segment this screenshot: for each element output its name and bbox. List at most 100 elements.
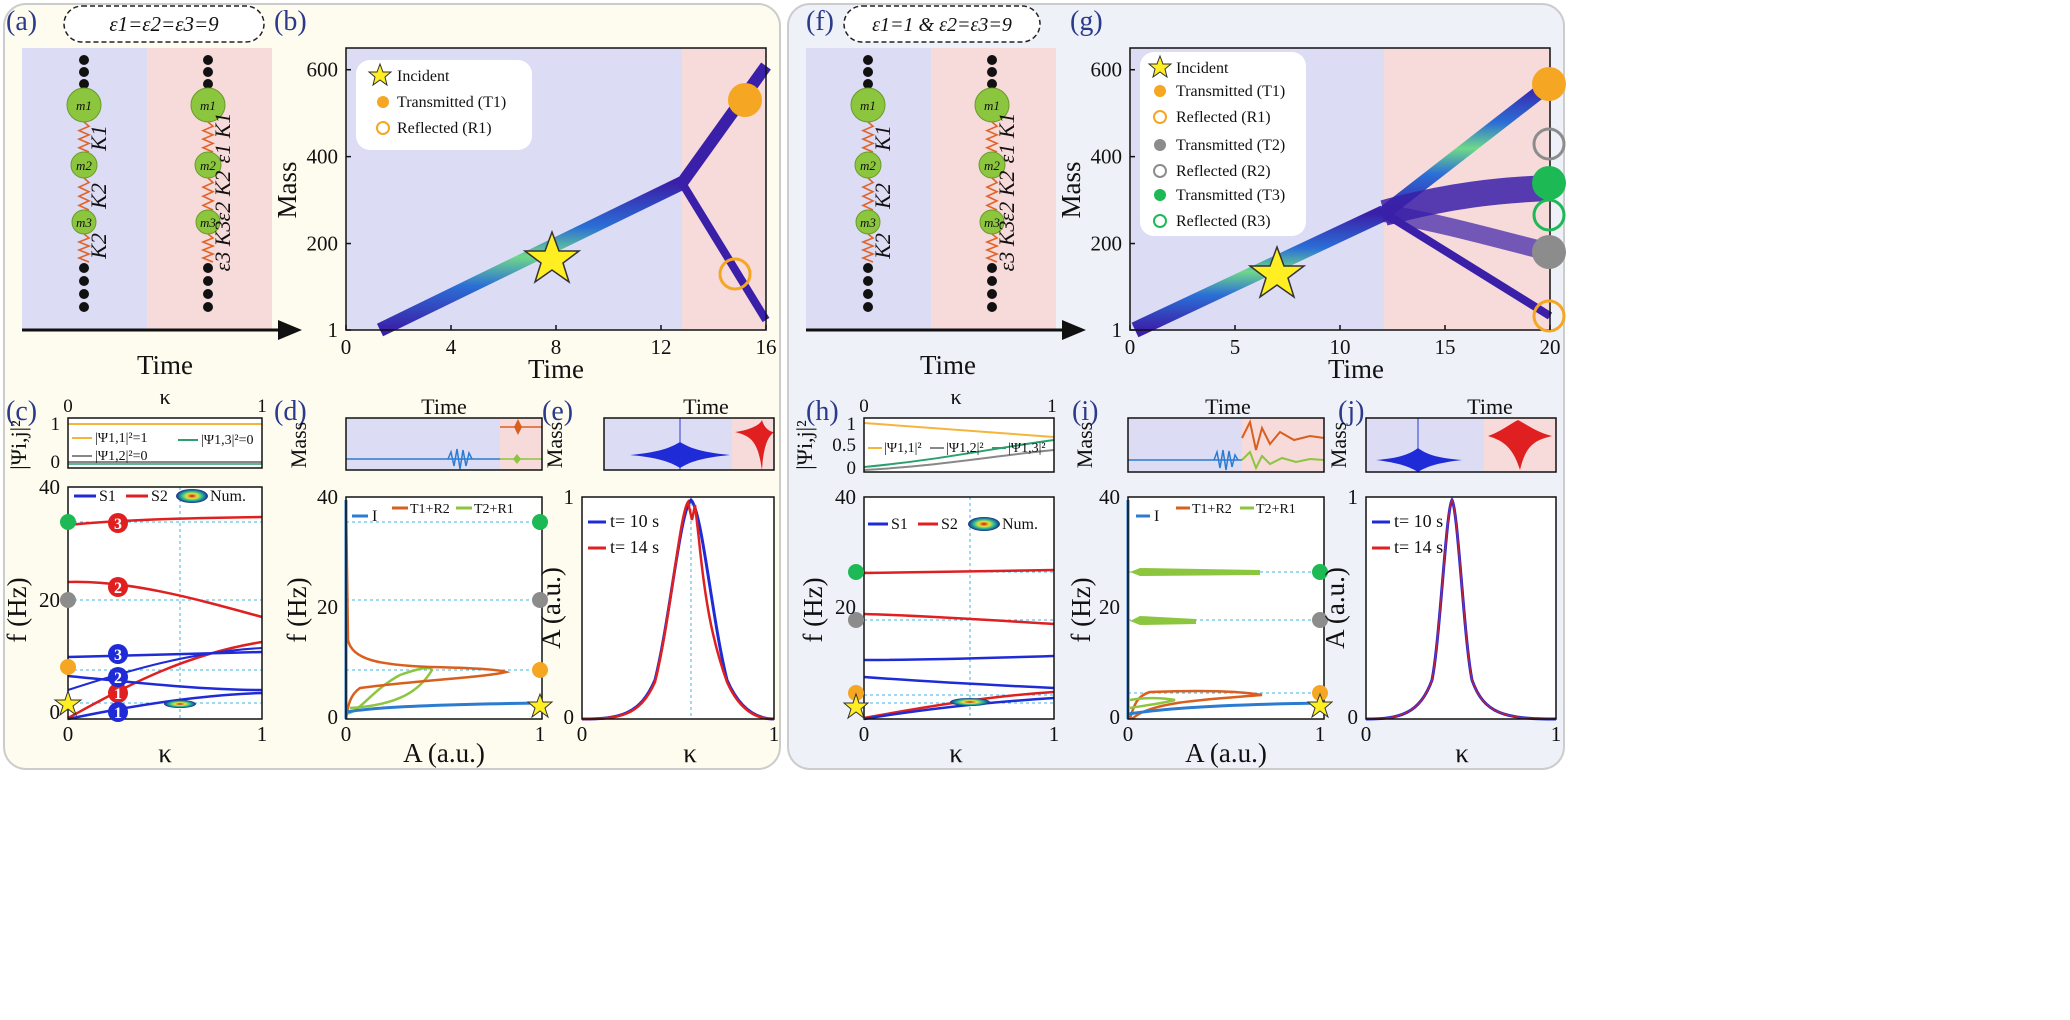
inset-ytick-05-h: 0.5 bbox=[832, 435, 856, 456]
chain-dot-top-f-1-0 bbox=[987, 55, 997, 65]
xtick-g-4: 20 bbox=[1540, 335, 1561, 359]
ylabel-h: f (Hz) bbox=[798, 577, 828, 642]
inset-pulse-e bbox=[630, 442, 730, 468]
ytick-g-1: 200 bbox=[1091, 232, 1123, 256]
ytick-20-d: 20 bbox=[317, 595, 338, 619]
incident-star-g bbox=[1247, 244, 1307, 299]
xlabel-g: Time bbox=[1328, 354, 1384, 384]
axes-i bbox=[1127, 496, 1325, 720]
peak-r2-i bbox=[1130, 616, 1196, 625]
marker-green-i bbox=[1312, 564, 1328, 580]
panel-label-j: (j) bbox=[1338, 396, 1364, 427]
top-tick-1-h: 1 bbox=[1047, 396, 1057, 417]
marker-green-d bbox=[532, 514, 548, 530]
spring-label-a-1-0: ε1 K1 bbox=[210, 113, 235, 164]
legend-t3-g: Transmitted (T3) bbox=[1176, 187, 1285, 204]
chain-dot-bottom-a-1-1 bbox=[203, 276, 213, 286]
spring-a-0-2 bbox=[77, 177, 91, 211]
axes-h bbox=[863, 496, 1055, 720]
psi13-line-h bbox=[863, 439, 1055, 468]
legend-t2r1-d: T2+R1 bbox=[474, 502, 514, 517]
inset-ylabel-h: |Ψi,j|² bbox=[792, 420, 817, 470]
xtick-1-e: 1 bbox=[769, 722, 780, 746]
branch-num-s1-1: 1 bbox=[114, 705, 122, 722]
legend-incident-g: Incident bbox=[1176, 60, 1229, 77]
xtick-1-c: 1 bbox=[257, 722, 268, 746]
spring-label-f-1-0: ε1 K1 bbox=[994, 113, 1019, 164]
chain-dot-bottom-f-1-0 bbox=[987, 263, 997, 273]
panel-label-g: (g) bbox=[1070, 6, 1103, 37]
mass-label-a-1-1: m2 bbox=[200, 158, 216, 173]
chain-dot-top-a-1-0 bbox=[203, 55, 213, 65]
xlabel-e: κ bbox=[683, 738, 697, 768]
inset-ylabel-e: Mass bbox=[542, 422, 567, 468]
ytick-20-i: 20 bbox=[1099, 595, 1120, 619]
inset-axes-e bbox=[603, 417, 775, 471]
legend-r3-g: Reflected (R3) bbox=[1176, 213, 1271, 230]
xtick-0-i: 0 bbox=[1123, 722, 1134, 746]
time-arrow-head-a bbox=[278, 320, 302, 340]
axes-d bbox=[345, 496, 543, 720]
marker-r2-g bbox=[1532, 127, 1566, 161]
chain-dot-top-a-1-2 bbox=[203, 79, 213, 89]
condition-box-f bbox=[843, 5, 1041, 43]
top-kappa-label-h: κ bbox=[950, 384, 961, 409]
xtick-0-e: 0 bbox=[577, 722, 588, 746]
chain-dot-top-a-0-1 bbox=[79, 67, 89, 77]
ytick-40-h: 40 bbox=[835, 485, 856, 509]
inset-axes-j bbox=[1365, 417, 1557, 473]
ytick-0-i: 0 bbox=[1110, 705, 1121, 729]
panel-label-b: (b) bbox=[274, 6, 307, 37]
top-tick-0-c: 0 bbox=[63, 396, 73, 417]
ylabel-g: Mass bbox=[1056, 161, 1086, 218]
spring-a-0-1 bbox=[76, 121, 92, 153]
mass-a-0-1 bbox=[70, 151, 98, 179]
mass-a-1-2 bbox=[195, 209, 221, 235]
xlabel-d: A (a.u.) bbox=[403, 738, 485, 768]
chain-dot-bottom-a-1-2 bbox=[203, 289, 213, 299]
xlabel-h: κ bbox=[949, 738, 963, 768]
ytick-b-3: 600 bbox=[307, 58, 339, 82]
inset-legend-2-h: |Ψ1,2|² bbox=[946, 441, 984, 456]
chain-dot-bottom-a-0-1 bbox=[79, 276, 89, 286]
xtick-b-4: 16 bbox=[756, 335, 777, 359]
inset-r1-i bbox=[1128, 418, 1242, 472]
marker-t3-g bbox=[1532, 166, 1566, 200]
reflected-beam-b bbox=[678, 180, 770, 323]
mass-f-1-1 bbox=[978, 151, 1006, 179]
chain-dot-top-a-0-0 bbox=[79, 55, 89, 65]
spring-label-a-0-0: K1 bbox=[86, 125, 111, 152]
legend-i-d: I bbox=[372, 508, 377, 525]
legend-t1-g: Transmitted (T1) bbox=[1176, 83, 1285, 100]
spring-f-1-2 bbox=[985, 177, 999, 211]
legend-s1-c: S1 bbox=[99, 488, 116, 505]
spring-label-a-0-2: K2 bbox=[86, 233, 111, 260]
spring-label-f-1-2: ε3 K3 bbox=[994, 221, 1019, 272]
xtick-1-i: 1 bbox=[1315, 722, 1326, 746]
s2-branch-1-c bbox=[67, 640, 263, 720]
legend-reflected-b: Reflected (R1) bbox=[397, 120, 492, 137]
curve-t2r1-d bbox=[345, 666, 434, 716]
psi12-line-h bbox=[863, 449, 1055, 471]
mass-label-a-0-0: m1 bbox=[76, 98, 92, 113]
spring-f-0-2 bbox=[861, 177, 875, 211]
spring-label-f-0-2: K2 bbox=[870, 233, 895, 260]
inset-axes-i bbox=[1127, 417, 1325, 473]
ylabel-i: f (Hz) bbox=[1066, 577, 1096, 642]
ticks-g: 0 5 10 15 20 1 200 400 600 bbox=[1091, 58, 1561, 359]
panel-label-i: (i) bbox=[1072, 396, 1098, 427]
legend-r2-icon-g bbox=[1153, 164, 1167, 178]
ytick-0-j: 0 bbox=[1348, 705, 1359, 729]
marker-star-i bbox=[1306, 692, 1334, 719]
condition-text-a: ε1=ε2=ε3=9 bbox=[109, 12, 219, 36]
inset-axes-h bbox=[863, 417, 1055, 473]
mass-label-f-1-1: m2 bbox=[984, 158, 1000, 173]
inset-ytick-1-h: 1 bbox=[847, 414, 857, 435]
legend-r2-g: Reflected (R2) bbox=[1176, 163, 1271, 180]
reflected-marker-b bbox=[718, 257, 752, 291]
mass-label-f-1-2: m3 bbox=[984, 215, 1000, 230]
branch-num-s2-3: 3 bbox=[114, 516, 122, 533]
ytick-g-3: 600 bbox=[1091, 58, 1123, 82]
marker-star-d bbox=[526, 692, 554, 719]
chain-dot-bottom-f-0-1 bbox=[863, 276, 873, 286]
